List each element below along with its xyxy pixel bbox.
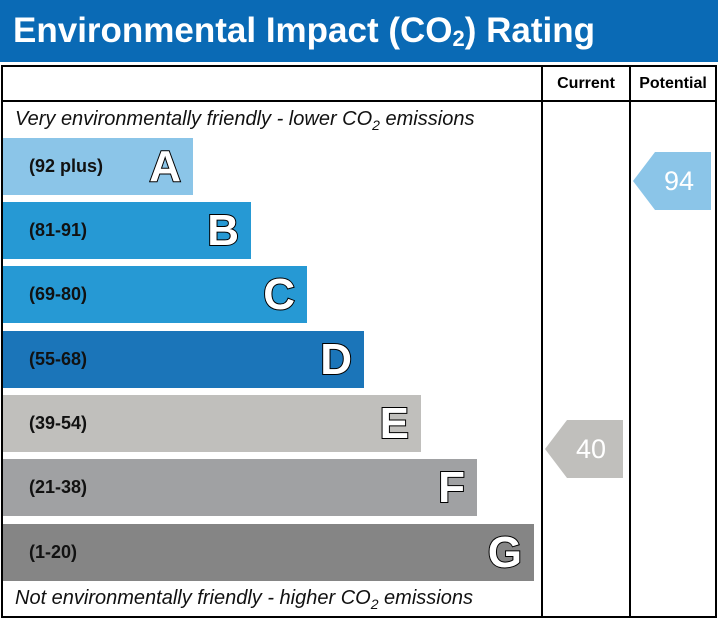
- band-range: (55-68): [29, 349, 88, 369]
- column-divider-potential: [629, 65, 631, 618]
- band-range: (21-38): [29, 477, 88, 497]
- band-g: (1-20) G: [3, 524, 534, 581]
- band-f: (21-38) F: [3, 459, 477, 516]
- top-note-text: Very environmentally friendly - lower CO: [15, 108, 373, 130]
- band-letter: E: [379, 398, 410, 449]
- band-c: (69-80) C: [3, 266, 307, 323]
- title-subscript: 2: [452, 26, 465, 51]
- bottom-note-sub: 2: [370, 596, 379, 612]
- rating-table: [1, 65, 717, 618]
- column-divider-current: [541, 65, 543, 618]
- page-title: Environmental Impact (CO2) Rating: [0, 0, 718, 62]
- band-letter: C: [262, 269, 296, 320]
- header-current: Current: [557, 75, 615, 92]
- top-note-post: emissions: [379, 108, 475, 130]
- header-potential: Potential: [639, 75, 707, 92]
- band-range: (81-91): [29, 220, 88, 240]
- band-a: (92 plus) A: [3, 138, 193, 195]
- title-text: Environmental Impact (CO: [13, 11, 453, 50]
- band-range: (69-80): [29, 284, 88, 304]
- band-range: (1-20): [29, 542, 78, 562]
- band-letter: G: [487, 527, 523, 578]
- bottom-note: Not environmentally friendly - higher CO…: [15, 587, 473, 612]
- header-divider: [1, 100, 717, 102]
- band-letter: A: [148, 141, 182, 192]
- title-text-end: ) Rating: [464, 11, 596, 50]
- band-letter: D: [319, 334, 353, 385]
- band-range: (92 plus): [29, 156, 104, 176]
- band-d: (55-68) D: [3, 331, 364, 388]
- bottom-note-text: Not environmentally friendly - higher CO: [15, 587, 371, 609]
- band-letter: B: [206, 205, 240, 256]
- bottom-note-post: emissions: [378, 587, 473, 609]
- band-letter: F: [437, 462, 466, 513]
- band-b: (81-91) B: [3, 202, 251, 259]
- potential-rating-arrow: 94: [633, 152, 711, 210]
- band-range: (39-54): [29, 413, 88, 433]
- top-note: Very environmentally friendly - lower CO…: [15, 108, 474, 133]
- top-note-sub: 2: [372, 117, 380, 133]
- band-e: (39-54) E: [3, 395, 421, 452]
